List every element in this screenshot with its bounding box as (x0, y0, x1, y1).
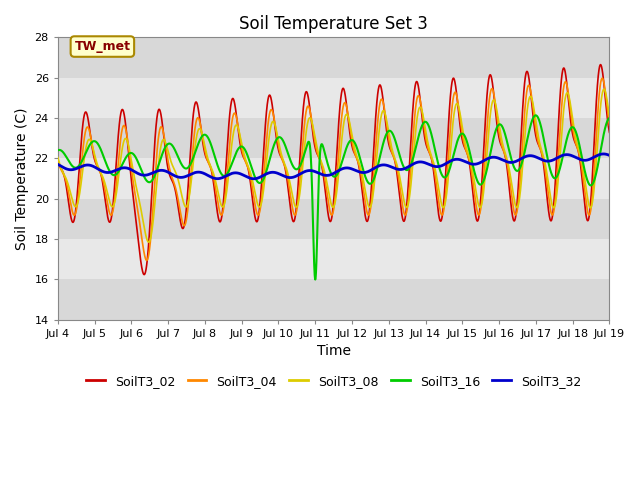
SoilT3_32 (600, 151, 607, 157)
SoilT3_08 (457, 117, 465, 122)
SoilT3_16 (532, 112, 540, 118)
SoilT3_04 (473, 206, 481, 212)
SoilT3_32 (54, 161, 61, 167)
SoilT3_32 (241, 173, 249, 179)
SoilT3_16 (605, 115, 613, 121)
SoilT3_04 (457, 123, 465, 129)
SoilT3_02 (54, 159, 61, 165)
SoilT3_08 (54, 155, 61, 160)
SoilT3_16 (315, 171, 323, 177)
SoilT3_04 (241, 158, 249, 164)
SoilT3_04 (143, 257, 150, 263)
X-axis label: Time: Time (317, 344, 351, 359)
SoilT3_32 (605, 153, 613, 158)
SoilT3_02 (596, 62, 604, 68)
Line: SoilT3_08: SoilT3_08 (58, 89, 609, 242)
SoilT3_02 (140, 272, 148, 277)
SoilT3_16 (473, 176, 481, 182)
SoilT3_16 (457, 131, 465, 137)
Bar (58, 158, 609, 199)
SoilT3_08 (241, 156, 249, 162)
SoilT3_04 (605, 122, 613, 128)
Bar (58, 37, 609, 78)
SoilT3_02 (575, 155, 583, 160)
SoilT3_04 (315, 155, 323, 161)
SoilT3_32 (250, 176, 257, 181)
Legend: SoilT3_02, SoilT3_04, SoilT3_08, SoilT3_16, SoilT3_32: SoilT3_02, SoilT3_04, SoilT3_08, SoilT3_… (81, 370, 586, 393)
SoilT3_02 (582, 214, 590, 220)
SoilT3_04 (54, 156, 61, 162)
SoilT3_16 (582, 174, 590, 180)
SoilT3_08 (145, 239, 152, 245)
Bar (58, 199, 609, 239)
SoilT3_32 (315, 170, 323, 176)
Bar (58, 118, 609, 158)
SoilT3_32 (457, 157, 465, 163)
SoilT3_02 (241, 157, 249, 163)
SoilT3_16 (54, 147, 61, 153)
SoilT3_02 (473, 217, 481, 223)
SoilT3_08 (605, 114, 613, 120)
SoilT3_32 (582, 157, 590, 163)
Text: TW_met: TW_met (74, 40, 131, 53)
SoilT3_08 (575, 149, 583, 155)
SoilT3_02 (605, 130, 613, 135)
SoilT3_02 (457, 130, 465, 136)
Line: SoilT3_32: SoilT3_32 (58, 154, 609, 179)
SoilT3_02 (315, 155, 323, 160)
Bar (58, 78, 609, 118)
SoilT3_04 (598, 75, 606, 81)
SoilT3_08 (600, 86, 608, 92)
Bar (58, 279, 609, 320)
Line: SoilT3_16: SoilT3_16 (58, 115, 609, 279)
SoilT3_32 (575, 156, 583, 162)
SoilT3_08 (473, 193, 481, 199)
Bar (58, 239, 609, 279)
Line: SoilT3_02: SoilT3_02 (58, 65, 609, 275)
Line: SoilT3_04: SoilT3_04 (58, 78, 609, 260)
SoilT3_16 (312, 276, 319, 282)
SoilT3_04 (582, 201, 590, 207)
Y-axis label: Soil Temperature (C): Soil Temperature (C) (15, 108, 29, 250)
SoilT3_16 (241, 147, 249, 153)
Title: Soil Temperature Set 3: Soil Temperature Set 3 (239, 15, 428, 33)
SoilT3_08 (582, 187, 590, 193)
SoilT3_08 (315, 152, 323, 158)
SoilT3_04 (575, 152, 583, 158)
SoilT3_16 (576, 143, 584, 149)
SoilT3_32 (473, 161, 481, 167)
